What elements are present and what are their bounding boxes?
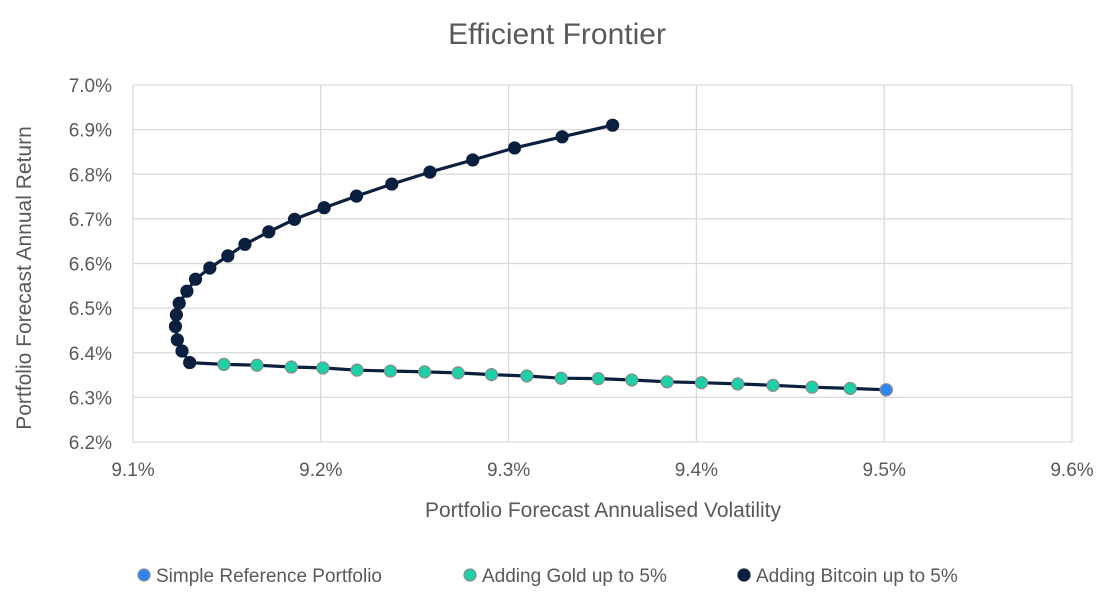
legend-marker-adding-bitcoin-up-to-5 xyxy=(737,568,751,582)
x-tick-label-1: 9.2% xyxy=(299,460,342,481)
adding-bitcoin-up-to-5-point-20 xyxy=(606,118,620,132)
y-tick-label-7: 6.9% xyxy=(69,121,112,142)
legend-marker-adding-gold-up-to-5 xyxy=(463,568,477,582)
x-tick-label-0: 9.1% xyxy=(111,460,154,481)
legend-label-adding-gold-up-to-5: Adding Gold up to 5% xyxy=(482,566,667,587)
adding-bitcoin-up-to-5-point-15 xyxy=(385,177,399,191)
x-tick-label-3: 9.4% xyxy=(675,460,718,481)
adding-gold-up-to-5-point-13 xyxy=(625,373,639,387)
adding-bitcoin-up-to-5-point-5 xyxy=(172,296,186,310)
y-axis-tick-labels: 6.2% 6.3% 6.4% 6.5% 6.6% 6.7% 6.8% 6.9% 7.0% xyxy=(69,76,112,454)
adding-gold-up-to-5-point-10 xyxy=(520,369,534,383)
simple-reference-portfolio-point-0 xyxy=(879,383,893,397)
adding-gold-up-to-5-point-19 xyxy=(843,381,857,396)
adding-gold-up-to-5-point-2 xyxy=(250,358,264,372)
adding-gold-up-to-5-point-7 xyxy=(418,365,432,379)
adding-bitcoin-up-to-5-point-19 xyxy=(555,130,569,144)
x-tick-label-2: 9.3% xyxy=(487,460,530,481)
adding-gold-up-to-5-point-1 xyxy=(217,357,231,371)
adding-gold-up-to-5-point-11 xyxy=(554,371,568,385)
adding-bitcoin-up-to-5-point-13 xyxy=(317,201,331,215)
adding-gold-up-to-5-point-9 xyxy=(484,368,499,382)
y-tick-label-1: 6.3% xyxy=(69,388,112,409)
adding-gold-up-to-5-point-12 xyxy=(591,372,605,386)
plot-series xyxy=(168,118,893,397)
legend-label-adding-bitcoin-up-to-5: Adding Bitcoin up to 5% xyxy=(756,566,958,587)
legend-label-simple-reference-portfolio: Simple Reference Portfolio xyxy=(156,566,382,587)
chart-title: Efficient Frontier xyxy=(448,18,666,51)
x-tick-label-5: 9.6% xyxy=(1050,460,1093,481)
y-tick-label-3: 6.5% xyxy=(69,299,112,320)
adding-bitcoin-up-to-5-point-17 xyxy=(466,153,480,167)
adding-bitcoin-up-to-5-point-9 xyxy=(221,249,235,263)
adding-gold-up-to-5-point-5 xyxy=(350,363,364,377)
x-axis-title: Portfolio Forecast Annualised Volatility xyxy=(425,499,782,522)
adding-bitcoin-up-to-5-point-6 xyxy=(180,284,194,298)
legend-marker-simple-reference-portfolio xyxy=(137,568,151,582)
adding-bitcoin-up-to-5-point-1 xyxy=(175,344,189,358)
adding-bitcoin-up-to-5-point-4 xyxy=(169,308,183,322)
adding-gold-up-to-5-point-8 xyxy=(451,366,465,380)
x-tick-label-4: 9.5% xyxy=(863,460,906,481)
y-axis-title: Portfolio Forecast Annual Return xyxy=(13,126,36,430)
adding-gold-up-to-5-point-18 xyxy=(805,380,819,394)
adding-bitcoin-up-to-5-point-11 xyxy=(262,225,276,239)
adding-bitcoin-up-to-5-point-12 xyxy=(287,212,302,226)
y-tick-label-5: 6.7% xyxy=(69,210,112,231)
adding-gold-up-to-5-point-3 xyxy=(284,360,298,374)
y-tick-label-2: 6.4% xyxy=(69,344,112,365)
y-tick-label-0: 6.2% xyxy=(69,433,112,454)
adding-bitcoin-up-to-5-point-16 xyxy=(423,165,437,179)
adding-bitcoin-up-to-5-point-7 xyxy=(188,272,203,286)
gridlines xyxy=(132,84,1073,443)
adding-bitcoin-up-to-5-point-14 xyxy=(349,189,364,203)
adding-gold-up-to-5-point-14 xyxy=(660,375,674,389)
y-tick-label-8: 7.0% xyxy=(69,76,112,97)
adding-bitcoin-up-to-5-point-18 xyxy=(508,141,522,155)
adding-bitcoin-up-to-5-point-2 xyxy=(170,333,184,347)
adding-gold-up-to-5-point-6 xyxy=(383,364,398,378)
adding-bitcoin-up-to-5-point-3 xyxy=(168,319,183,334)
adding-bitcoin-up-to-5-point-10 xyxy=(238,237,252,251)
adding-gold-up-to-5-point-17 xyxy=(766,378,780,392)
legend: Simple Reference Portfolio Adding Gold up… xyxy=(137,566,958,587)
y-tick-label-4: 6.6% xyxy=(69,255,112,276)
adding-gold-up-to-5-point-15 xyxy=(694,376,709,390)
adding-gold-up-to-5-point-4 xyxy=(316,361,330,375)
y-tick-label-6: 6.8% xyxy=(69,165,112,186)
x-axis-tick-labels: 9.1% 9.2% 9.3% 9.4% 9.5% 9.6% xyxy=(111,460,1093,481)
adding-bitcoin-up-to-5-point-8 xyxy=(203,261,217,275)
adding-gold-up-to-5-point-16 xyxy=(731,377,745,391)
adding-bitcoin-up-to-5-point-0 xyxy=(183,355,197,370)
